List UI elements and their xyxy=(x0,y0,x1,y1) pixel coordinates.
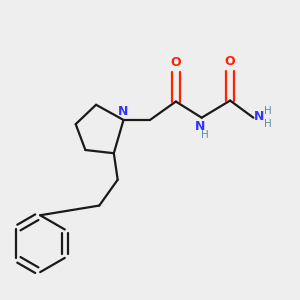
Text: O: O xyxy=(170,56,181,69)
Text: N: N xyxy=(118,105,129,118)
Text: O: O xyxy=(225,55,236,68)
Text: N: N xyxy=(195,120,205,133)
Text: H: H xyxy=(264,118,272,128)
Text: H: H xyxy=(201,130,209,140)
Text: H: H xyxy=(264,106,272,116)
Text: N: N xyxy=(254,110,264,123)
